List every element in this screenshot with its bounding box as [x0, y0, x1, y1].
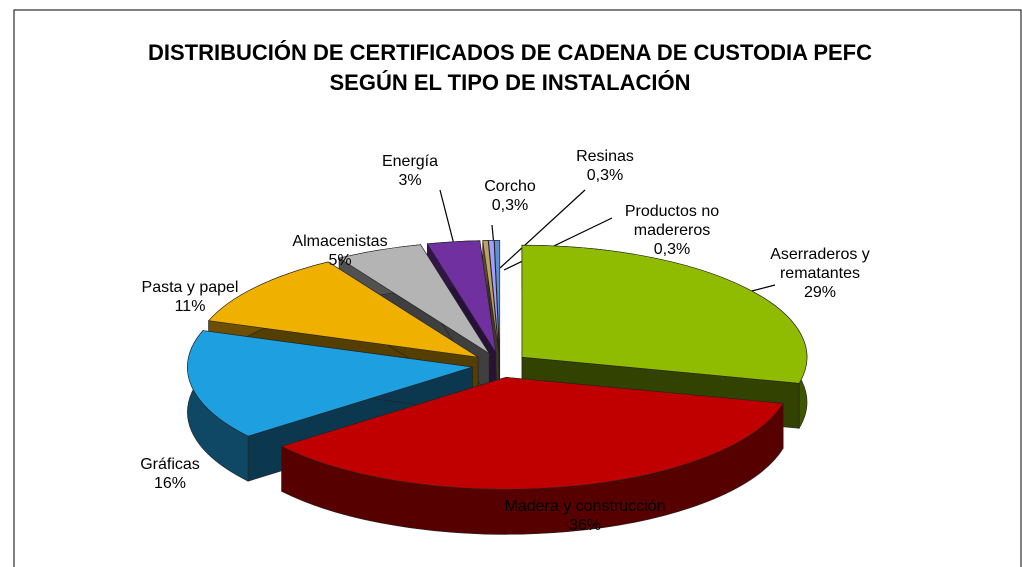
slice-label: Madera y construcción 36% — [500, 497, 670, 535]
slice-label: Aserraderos y rematantes 29% — [740, 245, 900, 302]
category-label: Aserraderos y rematantes — [770, 246, 870, 282]
slice-label: Productos no madereros 0,3% — [607, 202, 737, 259]
slice — [494, 240, 501, 353]
slice-label: Pasta y papel 11% — [105, 278, 275, 316]
value-label: 3% — [398, 172, 422, 189]
value-label: 29% — [803, 284, 837, 301]
slice — [208, 261, 479, 358]
slice — [488, 240, 500, 353]
slice — [280, 377, 784, 490]
value-label: 0,3% — [586, 167, 624, 184]
category-label: Almacenistas — [292, 233, 388, 250]
slice-label: Energía 3% — [360, 152, 460, 190]
chart-title: DISTRIBUCIÓN DE CERTIFICADOS DE CADENA D… — [147, 40, 872, 95]
slice-label: Resinas 0,3% — [555, 147, 655, 185]
pie — [187, 240, 808, 535]
slice — [482, 240, 499, 353]
slice — [521, 244, 808, 384]
category-label: Gráficas — [140, 456, 200, 473]
value-label: 0,3% — [491, 197, 529, 214]
slice-label: Gráficas 16% — [110, 455, 230, 493]
category-label: Corcho — [484, 178, 536, 195]
category-label: Energía — [381, 153, 439, 170]
slice-label: Corcho 0,3% — [460, 177, 560, 215]
frame — [13, 9, 1022, 567]
value-label: 0,3% — [653, 241, 691, 258]
value-label: 5% — [328, 252, 352, 269]
slice-label: Almacenistas 5% — [275, 232, 405, 270]
category-label: Productos no madereros — [624, 203, 720, 239]
value-label: 11% — [174, 298, 206, 315]
slice — [426, 240, 497, 353]
leader-line — [499, 189, 586, 269]
slice — [338, 244, 490, 354]
value-label: 16% — [153, 475, 187, 492]
category-label: Resinas — [576, 148, 634, 165]
value-label: 36% — [568, 517, 602, 534]
leader-line — [747, 284, 776, 293]
slice — [187, 330, 473, 437]
category-label: Pasta y papel — [141, 279, 239, 296]
category-label: Madera y construcción — [504, 498, 666, 515]
